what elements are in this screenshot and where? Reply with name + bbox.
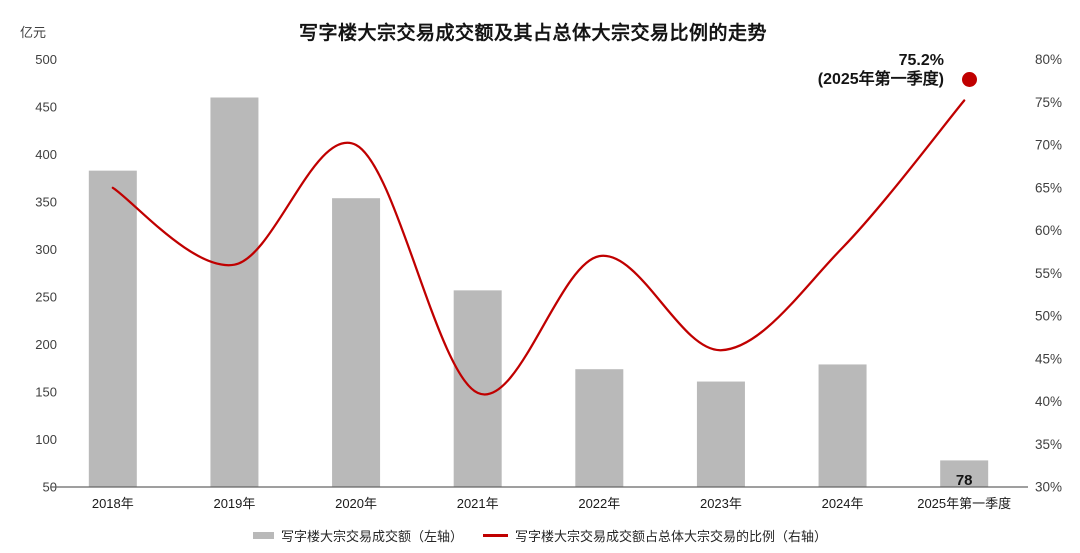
bar-value-label: 78 bbox=[956, 472, 973, 489]
x-axis-label: 2022年 bbox=[578, 496, 620, 511]
annotation-last-point: 75.2% (2025年第一季度) bbox=[818, 51, 977, 89]
bar bbox=[696, 381, 745, 487]
left-axis-tick-label: 450 bbox=[35, 100, 57, 115]
x-axis-label: 2019年 bbox=[213, 496, 255, 511]
legend-label-bar: 写字楼大宗交易成交额（左轴） bbox=[280, 529, 463, 544]
x-axis-label: 2018年 bbox=[92, 496, 134, 511]
left-axis-tick-label: 500 bbox=[35, 52, 57, 67]
right-axis-tick-label: 45% bbox=[1035, 351, 1062, 366]
annotation-text: 75.2% (2025年第一季度) bbox=[818, 51, 944, 89]
left-axis-tick-label: 200 bbox=[35, 337, 57, 352]
x-axis-label: 2020年 bbox=[335, 496, 377, 511]
right-axis-tick-label: 65% bbox=[1035, 180, 1062, 195]
right-axis-tick-label: 35% bbox=[1035, 437, 1062, 452]
x-axis-label: 2021年 bbox=[457, 496, 499, 511]
left-axis-tick-label: 350 bbox=[35, 195, 57, 210]
red-dot-marker-icon bbox=[962, 72, 977, 88]
trend-line bbox=[111, 99, 966, 396]
bar bbox=[818, 364, 867, 487]
legend-item-bar: 写字楼大宗交易成交额（左轴） bbox=[252, 526, 463, 545]
legend-label-line: 写字楼大宗交易成交额占总体大宗交易的比例（右轴） bbox=[515, 529, 828, 544]
annotation-value: 75.2% bbox=[898, 52, 944, 69]
left-axis-tick-label: 400 bbox=[35, 147, 57, 162]
right-axis-tick-label: 55% bbox=[1035, 266, 1062, 281]
left-axis-tick-label: 50 bbox=[43, 480, 57, 495]
x-axis-label: 2024年 bbox=[822, 496, 864, 511]
right-axis-tick-label: 50% bbox=[1035, 309, 1062, 324]
bar bbox=[210, 97, 259, 487]
chart-title: 写字楼大宗交易成交额及其占总体大宗交易比例的走势 bbox=[298, 23, 767, 44]
bar-swatch-icon bbox=[252, 532, 274, 539]
legend: 写字楼大宗交易成交额（左轴） 写字楼大宗交易成交额占总体大宗交易的比例（右轴） bbox=[0, 526, 1080, 545]
right-axis-tick-label: 80% bbox=[1035, 52, 1062, 67]
right-axis-tick-label: 30% bbox=[1035, 480, 1062, 495]
right-axis-tick-label: 70% bbox=[1035, 138, 1062, 153]
bar bbox=[88, 170, 137, 487]
left-axis-tick-label: 250 bbox=[35, 290, 57, 305]
bar bbox=[940, 460, 989, 487]
right-axis-tick-label: 40% bbox=[1035, 394, 1062, 409]
legend-item-line: 写字楼大宗交易成交额占总体大宗交易的比例（右轴） bbox=[483, 526, 827, 545]
left-axis-tick-label: 300 bbox=[35, 242, 57, 257]
left-axis-tick-label: 150 bbox=[35, 385, 57, 400]
x-axis-label: 2025年第一季度 bbox=[917, 496, 1011, 511]
bar bbox=[575, 369, 624, 487]
bar bbox=[453, 290, 502, 487]
x-axis-label: 2023年 bbox=[700, 496, 742, 511]
left-axis-tick-label: 100 bbox=[35, 432, 57, 447]
annotation-period: (2025年第一季度) bbox=[817, 71, 944, 89]
line-swatch-icon bbox=[483, 534, 508, 537]
right-axis-tick-label: 75% bbox=[1035, 95, 1062, 110]
bar bbox=[332, 198, 381, 487]
left-axis-unit-label: 亿元 bbox=[20, 25, 47, 40]
right-axis-tick-label: 60% bbox=[1035, 223, 1062, 238]
